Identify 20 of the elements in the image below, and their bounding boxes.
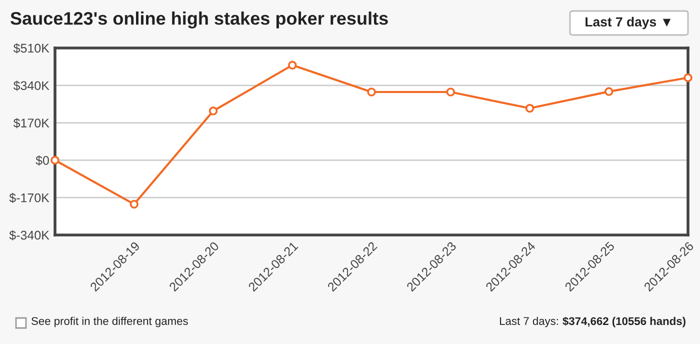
chart-title: Sauce123's online high stakes poker results <box>10 12 388 28</box>
point <box>684 73 692 82</box>
point <box>130 200 138 209</box>
y-tick-label: $-170K <box>9 192 50 203</box>
y-tick-label: $0 <box>36 155 49 166</box>
text: See profit in the different games <box>32 316 188 328</box>
point <box>367 88 376 96</box>
y-tick-label: $340K <box>13 80 50 91</box>
point <box>446 88 455 96</box>
y-tick-label: $170K <box>13 118 50 128</box>
point <box>208 106 218 116</box>
point <box>288 60 297 70</box>
point <box>604 87 614 96</box>
point <box>525 104 534 113</box>
y-tick-label: $-340K <box>9 230 50 240</box>
text: $374,662 (10556 hands) <box>562 316 686 328</box>
text: Last 7 days: <box>500 316 558 328</box>
text: Last 7 days ▼ <box>586 16 671 30</box>
y-tick-label: $510K <box>13 43 50 54</box>
point <box>50 156 60 165</box>
